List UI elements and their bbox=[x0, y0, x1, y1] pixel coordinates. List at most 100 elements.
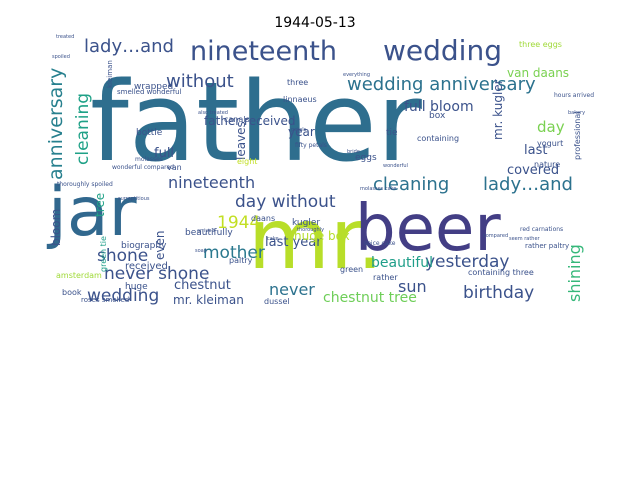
cloud-word: lady…and bbox=[483, 174, 573, 195]
cloud-word: nature bbox=[534, 160, 560, 169]
cloud-word: paltry bbox=[229, 256, 253, 265]
cloud-word: cleaning bbox=[373, 174, 449, 195]
cloud-word: spoiled bbox=[52, 54, 70, 60]
cloud-word: kugler bbox=[292, 218, 320, 228]
cloud-word: eight bbox=[237, 157, 257, 166]
cloud-word: green tie bbox=[99, 236, 108, 272]
cloud-word: wrapped bbox=[134, 82, 173, 92]
cloud-word: containing bbox=[417, 134, 459, 143]
cloud-word: surreptitious bbox=[118, 196, 150, 202]
cloud-word: bottle bbox=[136, 128, 163, 138]
cloud-word: petals bbox=[291, 127, 307, 133]
cloud-word: even bbox=[153, 231, 167, 260]
chart-title: 1944-05-13 bbox=[274, 15, 355, 31]
cloud-word: eggs bbox=[355, 153, 377, 163]
cloud-word: day without bbox=[235, 192, 336, 212]
cloud-word: huge box bbox=[294, 229, 350, 243]
cloud-word: green bbox=[340, 265, 363, 274]
cloud-word: mother bbox=[203, 243, 265, 263]
cloud-word: three bbox=[287, 78, 308, 87]
cloud-word: kleiman bbox=[106, 60, 114, 88]
cloud-word: cleaning bbox=[73, 93, 93, 165]
cloud-word: leaves bbox=[234, 121, 248, 160]
cloud-word: chestnut tree bbox=[323, 290, 417, 306]
cloud-word: van daans bbox=[507, 66, 569, 80]
cloud-word: bride bbox=[347, 149, 360, 155]
cloud-word: treated bbox=[56, 34, 74, 40]
cloud-word: everything bbox=[343, 72, 370, 78]
cloud-word: smelled wonderful bbox=[117, 88, 182, 96]
cloud-word: thoroughly spoiled bbox=[57, 181, 113, 188]
cloud-word: roses smelled bbox=[81, 296, 129, 304]
cloud-word: full bbox=[154, 146, 174, 161]
cloud-word: wedding bbox=[87, 286, 159, 306]
cloud-word: compared bbox=[483, 233, 508, 239]
cloud-word: arrived bbox=[197, 228, 215, 234]
cloud-word: wedding anniversary bbox=[347, 74, 536, 95]
cloud-word: three eggs bbox=[519, 40, 562, 49]
cloud-word: tie bbox=[386, 128, 398, 138]
cloud-word: received bbox=[125, 261, 168, 272]
cloud-word: rather paltry bbox=[525, 242, 569, 250]
cloud-word: never bbox=[269, 280, 315, 299]
cloud-word: seem rather bbox=[509, 236, 541, 242]
cloud-word: yesterday bbox=[425, 252, 509, 272]
cloud-word: shining bbox=[565, 244, 584, 302]
cloud-word: molasses cake bbox=[360, 186, 396, 192]
cloud-word: covered bbox=[507, 163, 559, 178]
cloud-word: tree bbox=[93, 193, 107, 217]
cloud-word: box bbox=[429, 111, 446, 121]
cloud-word: 1944 bbox=[217, 213, 260, 233]
cloud-word: bakery bbox=[568, 110, 585, 116]
cloud-word: without bbox=[166, 71, 234, 92]
cloud-word: bloom bbox=[49, 209, 63, 246]
cloud-word: sun bbox=[398, 277, 427, 296]
cloud-word: year bbox=[288, 125, 315, 139]
cloud-word: father bbox=[90, 58, 423, 186]
cloud-word: nineteenth bbox=[168, 173, 255, 192]
cloud-word: wonderful compared bbox=[112, 164, 174, 171]
cloud-word: spice cake bbox=[364, 240, 396, 247]
cloud-word: molasses bbox=[135, 156, 163, 163]
cloud-word: fifty petals bbox=[295, 142, 327, 149]
cloud-word: birthday bbox=[463, 283, 534, 303]
cloud-word: huge bbox=[125, 282, 148, 292]
cloud-word: shone bbox=[97, 246, 148, 266]
cloud-word: jar bbox=[46, 173, 137, 252]
cloud-word: father received bbox=[204, 114, 296, 128]
cloud-word: never shone bbox=[104, 264, 209, 284]
cloud-word: hours arrived bbox=[554, 92, 594, 99]
cloud-word: thoroughly bbox=[297, 227, 324, 233]
cloud-word: beer bbox=[355, 192, 501, 266]
cloud-word: wedding bbox=[383, 34, 502, 67]
cloud-word: containing three bbox=[468, 268, 534, 277]
cloud-word: book bbox=[62, 288, 82, 297]
cloud-word: amsterdam bbox=[56, 271, 102, 280]
cloud-word: soap bbox=[195, 248, 207, 254]
cloud-word: full bloom bbox=[404, 99, 474, 115]
cloud-word: also treated bbox=[198, 110, 228, 116]
cloud-word: cake bbox=[267, 236, 279, 242]
cloud-word: last year bbox=[265, 235, 322, 250]
cloud-word: van bbox=[167, 163, 182, 172]
cloud-word: beautifully bbox=[185, 228, 233, 238]
cloud-word: nineteenth bbox=[190, 36, 337, 67]
cloud-word: rather bbox=[373, 273, 398, 282]
cloud-word: wonderful bbox=[383, 163, 408, 169]
cloud-word: mr. kleiman bbox=[173, 293, 244, 307]
cloud-word: dussel bbox=[264, 297, 290, 306]
cloud-word: professional bbox=[573, 112, 582, 160]
cloud-word: canals bbox=[224, 115, 250, 124]
cloud-word: anniversary bbox=[45, 68, 67, 180]
cloud-word: daans bbox=[251, 214, 275, 223]
cloud-word: red carnations bbox=[520, 226, 563, 233]
cloud-word: biography bbox=[121, 241, 167, 251]
cloud-word: lady…and bbox=[84, 36, 174, 57]
cloud-word: mr. kugler bbox=[491, 79, 505, 140]
cloud-word: beautiful bbox=[371, 255, 433, 271]
cloud-word: yogurt bbox=[537, 139, 563, 148]
cloud-word: mr. bbox=[248, 190, 383, 288]
cloud-word: chestnut bbox=[174, 278, 231, 293]
cloud-word: day bbox=[537, 118, 565, 136]
